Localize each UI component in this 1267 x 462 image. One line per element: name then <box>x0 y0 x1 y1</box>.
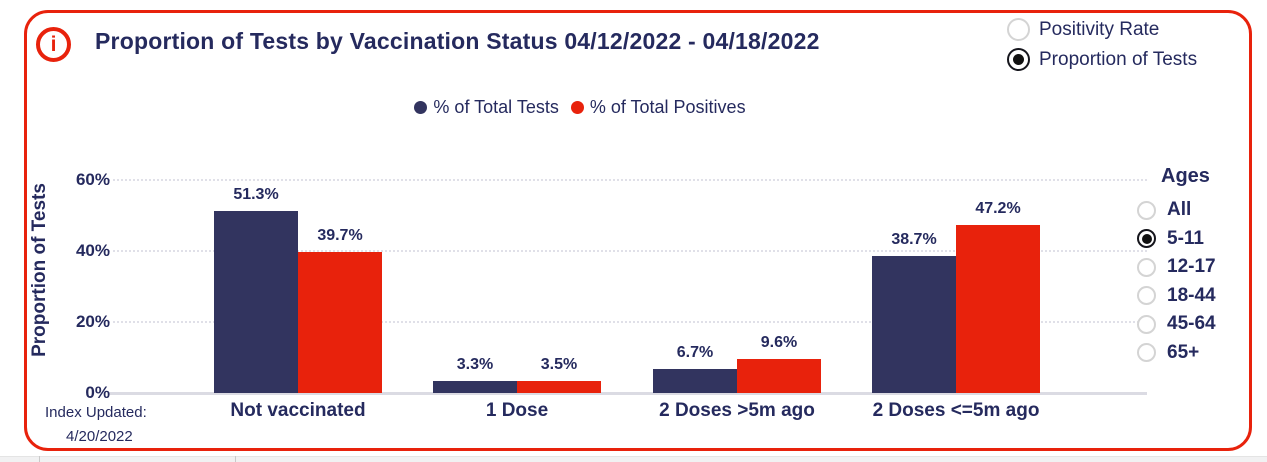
legend-item-of-total-tests: % of Total Tests <box>414 97 559 118</box>
bar-value-label: 39.7% <box>317 227 363 245</box>
bar-value-label: 47.2% <box>975 200 1021 218</box>
radio-button-icon[interactable] <box>1137 314 1156 334</box>
bar-of-total-positives-2-doses-5m-ago[interactable] <box>737 358 821 393</box>
radio-ages-label: 18-44 <box>1167 284 1216 306</box>
radio-ages-label: 45-64 <box>1167 313 1216 335</box>
y-tick-label: 60% <box>75 170 110 189</box>
radio-ages-label: 12-17 <box>1167 256 1216 278</box>
bar-of-total-tests-not-vaccinated[interactable] <box>214 210 298 393</box>
info-icon[interactable]: i <box>36 27 71 62</box>
radio-button-icon[interactable] <box>1007 18 1030 41</box>
x-axis-line <box>108 392 1147 395</box>
bar-value-label: 38.7% <box>891 230 937 248</box>
bar-value-label: 3.5% <box>540 355 578 373</box>
radio-ages-65[interactable]: 65+ <box>1137 339 1216 368</box>
bar-value-label: 51.3% <box>233 185 279 203</box>
bar-value-label: 9.6% <box>760 333 798 351</box>
chart-card <box>24 10 1252 451</box>
legend-dot-icon <box>570 101 584 114</box>
radio-ages-all[interactable]: All <box>1137 196 1216 225</box>
radio-metric-positivity-rate[interactable]: Positivity Rate <box>1007 18 1197 41</box>
x-category-label-not-vaccinated: Not vaccinated <box>230 400 366 421</box>
bar-of-total-tests-2-doses-5m-ago[interactable] <box>872 255 956 393</box>
legend-item-label: % of Total Tests <box>433 97 559 117</box>
ages-filter-title: Ages <box>1161 165 1210 187</box>
x-category-label-2-doses-5m-ago: 2 Doses <=5m ago <box>872 400 1040 421</box>
radio-ages-5-11[interactable]: 5-11 <box>1137 225 1216 254</box>
radio-button-icon[interactable] <box>1137 229 1156 249</box>
radio-button-icon[interactable] <box>1137 257 1156 277</box>
legend-item-label: % of Total Positives <box>589 97 746 117</box>
bar-of-total-positives-not-vaccinated[interactable] <box>298 252 382 393</box>
radio-button-icon[interactable] <box>1137 200 1156 220</box>
index-updated-date: 4/20/2022 <box>66 428 133 445</box>
radio-button-icon[interactable] <box>1007 48 1030 71</box>
radio-ages-label: 65+ <box>1167 341 1200 363</box>
index-updated-label: Index Updated: <box>45 404 147 421</box>
page-title: Proportion of Tests by Vaccination Statu… <box>95 28 820 54</box>
radio-button-icon[interactable] <box>1137 286 1156 306</box>
chart-legend: % of Total Tests % of Total Positives <box>110 97 1050 118</box>
radio-metric-proportion-of-tests[interactable]: Proportion of Tests <box>1007 48 1197 71</box>
x-category-label-2-doses-5m-ago: 2 Doses >5m ago <box>659 400 815 421</box>
radio-button-icon[interactable] <box>1137 343 1156 363</box>
radio-ages-45-64[interactable]: 45-64 <box>1137 310 1216 339</box>
radio-ages-label: All <box>1167 199 1192 221</box>
bar-value-label: 6.7% <box>676 344 714 362</box>
legend-item-of-total-positives: % of Total Positives <box>570 97 746 118</box>
radio-metric-label: Positivity Rate <box>1039 18 1160 40</box>
metric-toggle-radio-group: Positivity Rate Proportion of Tests <box>1007 18 1197 71</box>
legend-dot-icon <box>414 101 428 114</box>
bar-of-total-tests-1-dose[interactable] <box>433 381 517 393</box>
radio-ages-12-17[interactable]: 12-17 <box>1137 253 1216 282</box>
bar-of-total-positives-1-dose[interactable] <box>517 380 601 393</box>
radio-ages-label: 5-11 <box>1167 227 1204 249</box>
gridline-40 <box>108 250 1147 252</box>
table-column-divider <box>39 456 40 462</box>
ages-radio-group: All 5-11 12-17 18-44 45-64 65+ <box>1137 196 1216 367</box>
gridline-20 <box>108 321 1147 323</box>
x-category-label-1-dose: 1 Dose <box>485 400 549 421</box>
y-tick-label: 20% <box>75 312 110 331</box>
radio-ages-18-44[interactable]: 18-44 <box>1137 282 1216 311</box>
ages-filter: Ages All 5-11 12-17 18-44 45-64 65+ <box>1137 165 1216 367</box>
bar-of-total-tests-2-doses-5m-ago[interactable] <box>653 369 737 393</box>
radio-metric-label: Proportion of Tests <box>1039 48 1198 70</box>
table-column-divider <box>235 456 236 462</box>
bar-of-total-positives-2-doses-5m-ago[interactable] <box>956 225 1040 393</box>
y-tick-label: 40% <box>75 241 110 260</box>
bar-value-label: 3.3% <box>456 356 494 374</box>
gridline-60 <box>108 179 1147 181</box>
table-row-sliver <box>0 456 1267 462</box>
y-tick-label: 0% <box>85 383 110 402</box>
